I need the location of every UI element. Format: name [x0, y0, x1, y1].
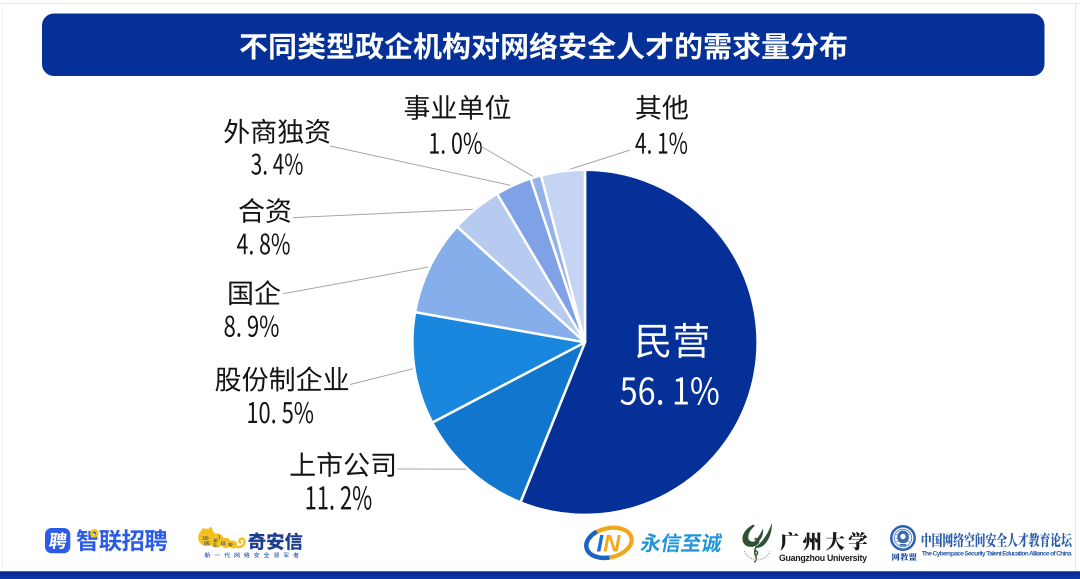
- svg-text:Guangzhou University: Guangzhou University: [779, 553, 867, 563]
- svg-text:IN: IN: [597, 531, 622, 558]
- svg-text:The Cyberspace Security Talent: The Cyberspace Security Talent Education…: [922, 551, 1072, 558]
